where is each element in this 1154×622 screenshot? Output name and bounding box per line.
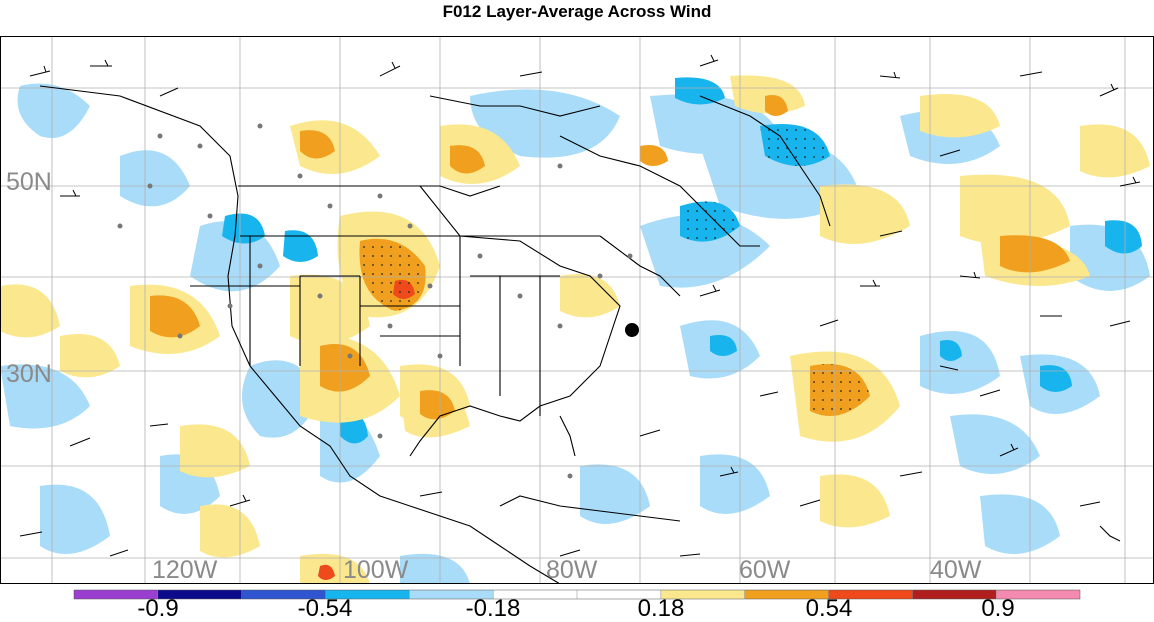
lon-label-40w: 40W — [930, 556, 982, 584]
lon-label-60w: 60W — [739, 556, 791, 584]
chart-title: F012 Layer-Average Across Wind — [442, 2, 712, 21]
colorbar-segment — [744, 590, 829, 599]
location-marker — [625, 323, 639, 337]
colorbar-segment — [74, 590, 158, 599]
map-canvas — [0, 36, 1154, 584]
lat-label-30n: 30N — [6, 360, 52, 388]
colorbar-segment — [493, 590, 577, 599]
colorbar-segment — [996, 590, 1080, 599]
colorbar-segment — [241, 590, 326, 599]
colorbar-segment — [325, 590, 410, 599]
colorbar-segment — [577, 590, 661, 599]
colorbar-segment — [157, 590, 242, 599]
colorbar-segment — [409, 590, 494, 599]
colorbar-tick-label: -0.54 — [297, 595, 353, 622]
colorbar-tick-label: 0.9 — [981, 595, 1015, 622]
lon-label-80w: 80W — [546, 556, 598, 584]
lon-label-100w: 100W — [343, 556, 409, 584]
colorbar-tick-label: -0.9 — [137, 595, 179, 622]
colorbar-segment — [660, 590, 745, 599]
wind-barbs — [19, 54, 1141, 557]
lon-label-120w: 120W — [152, 556, 218, 584]
coastlines — [39, 85, 1121, 584]
colorbar — [73, 589, 1081, 600]
colorbar-tick-label: 0.54 — [805, 595, 853, 622]
colorbar-segment — [828, 590, 913, 599]
lat-lon-grid — [0, 36, 1154, 584]
observation-dots — [117, 123, 633, 479]
lat-label-50n: 50N — [6, 168, 52, 196]
colorbar-segment — [912, 590, 997, 599]
colorbar-tick-label: -0.18 — [465, 595, 521, 622]
colorbar-tick-label: 0.18 — [637, 595, 685, 622]
